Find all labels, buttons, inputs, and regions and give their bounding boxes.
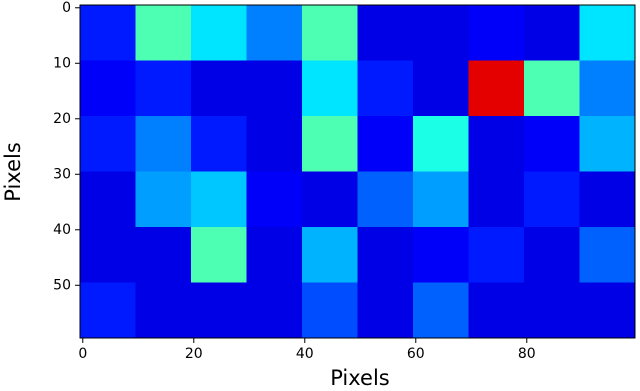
- heatmap-cell: [413, 60, 469, 117]
- heatmap-cell: [191, 282, 247, 339]
- heatmap-cell: [579, 116, 636, 172]
- heatmap-cell: [135, 116, 192, 172]
- x-axis-label: Pixels: [330, 366, 390, 390]
- y-axis-label: Pixels: [1, 142, 25, 202]
- heatmap-cell: [357, 227, 414, 283]
- y-tick-label: 40: [53, 222, 71, 238]
- heatmap-cell: [302, 116, 358, 172]
- x-tick-label: 20: [185, 346, 203, 362]
- heatmap-cell: [468, 60, 525, 117]
- heatmap-cell: [302, 171, 358, 228]
- heatmap-cell: [468, 282, 525, 339]
- heatmap-cell: [80, 60, 136, 117]
- heatmap-cell: [357, 60, 414, 117]
- heatmap-cell: [357, 116, 414, 172]
- heatmap-cell: [80, 227, 136, 283]
- heatmap-cell: [579, 60, 636, 117]
- heatmap-cell: [191, 5, 247, 61]
- y-tick-label: 30: [53, 166, 71, 182]
- heatmap-cell: [579, 5, 636, 61]
- heatmap-cell: [135, 227, 192, 283]
- heatmap-cell: [468, 116, 525, 172]
- heatmap-cell: [191, 60, 247, 117]
- x-tick-label: 0: [78, 346, 87, 362]
- heatmap-cell: [191, 227, 247, 283]
- heatmap-cell: [246, 227, 303, 283]
- heatmap-cell: [357, 171, 414, 228]
- heatmap-cell: [302, 282, 358, 339]
- heatmap-cell: [80, 116, 136, 172]
- heatmap-cell: [246, 282, 303, 339]
- heatmap-cell: [413, 227, 469, 283]
- heatmap-cell: [246, 116, 303, 172]
- heatmap-cell: [80, 5, 136, 61]
- heatmap-cell: [524, 282, 580, 339]
- heatmap-cell: [357, 5, 414, 61]
- x-tick-label: 60: [407, 346, 425, 362]
- heatmap-cell: [135, 5, 192, 61]
- y-tick-label: 20: [53, 111, 71, 127]
- y-tick-label: 50: [53, 277, 71, 293]
- heatmap-cell: [468, 5, 525, 61]
- heatmap-cell: [524, 60, 580, 117]
- heatmap-cell: [468, 227, 525, 283]
- heatmap-cell: [135, 282, 192, 339]
- heatmap-cell: [246, 5, 303, 61]
- heatmap-cell: [413, 116, 469, 172]
- heatmap-cell: [579, 171, 636, 228]
- y-tick-label: 10: [53, 55, 71, 71]
- heatmap-cell: [524, 116, 580, 172]
- heatmap-cell: [246, 171, 303, 228]
- heatmap-cell: [135, 60, 192, 117]
- y-tick-label: 0: [62, 0, 71, 16]
- heatmap-cell: [579, 282, 636, 339]
- x-tick-label: 80: [518, 346, 536, 362]
- heatmap-cell: [524, 227, 580, 283]
- plot-frame: [79, 4, 636, 339]
- heatmap-cell: [302, 60, 358, 117]
- heatmap-cell: [246, 60, 303, 117]
- heatmap-cell: [579, 227, 636, 283]
- heatmap-cell: [80, 282, 136, 339]
- x-tick-label: 40: [296, 346, 314, 362]
- heatmap-cell: [413, 282, 469, 339]
- heatmap-cell: [413, 5, 469, 61]
- heatmap-cell: [524, 5, 580, 61]
- heatmap-cell: [357, 282, 414, 339]
- heatmap-cell: [302, 5, 358, 61]
- heatmap-cell: [524, 171, 580, 228]
- heatmap-cell: [135, 171, 192, 228]
- heatmap-cell: [191, 171, 247, 228]
- heatmap-cell: [302, 227, 358, 283]
- heatmap-cell: [80, 171, 136, 228]
- heatmap-cell: [191, 116, 247, 172]
- heatmap-cell: [413, 171, 469, 228]
- heatmap-cell: [468, 171, 525, 228]
